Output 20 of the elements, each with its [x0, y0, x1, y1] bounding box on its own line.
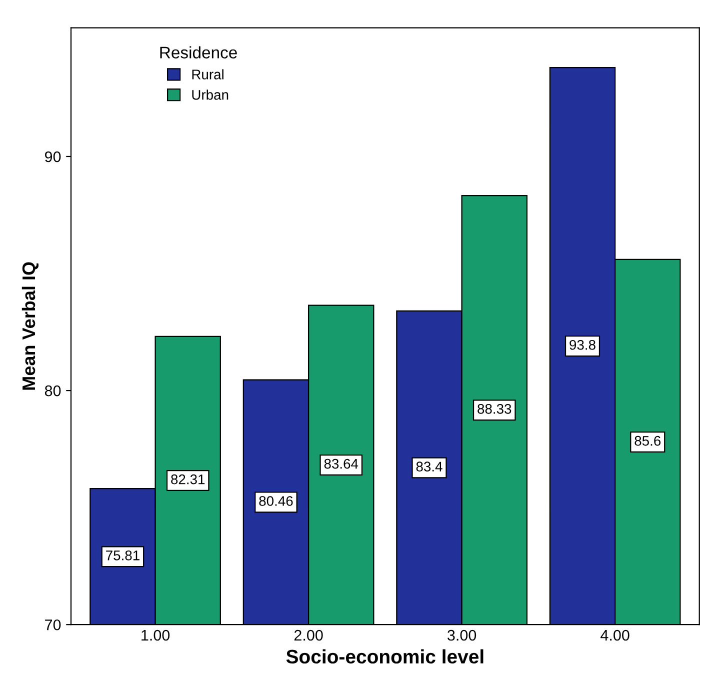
data-label: 83.64: [324, 458, 358, 469]
y-tick-label: 90: [45, 151, 61, 162]
x-tick-label: 1.00: [142, 630, 170, 641]
x-tick-label: 4.00: [600, 630, 630, 641]
x-axis-title: Socio-economic level: [286, 649, 484, 664]
data-label: 83.4: [416, 462, 442, 472]
data-label: 93.8: [570, 340, 596, 350]
legend-label: Rural: [192, 69, 224, 80]
x-tick-label: 3.00: [448, 630, 476, 641]
data-label: 75.81: [106, 550, 140, 560]
y-tick-label: 80: [44, 385, 61, 396]
data-label: 82.31: [171, 474, 205, 484]
y-axis-title: Mean Verbal IQ: [22, 262, 39, 390]
legend-label: Urban: [192, 90, 228, 100]
x-tick-label: 2.00: [294, 630, 323, 641]
legend-title: Residence: [160, 46, 237, 58]
data-label: 80.46: [259, 496, 293, 506]
data-label: 85.6: [634, 436, 661, 446]
data-label: 88.33: [478, 404, 512, 414]
y-tick-label: 70: [45, 619, 61, 630]
